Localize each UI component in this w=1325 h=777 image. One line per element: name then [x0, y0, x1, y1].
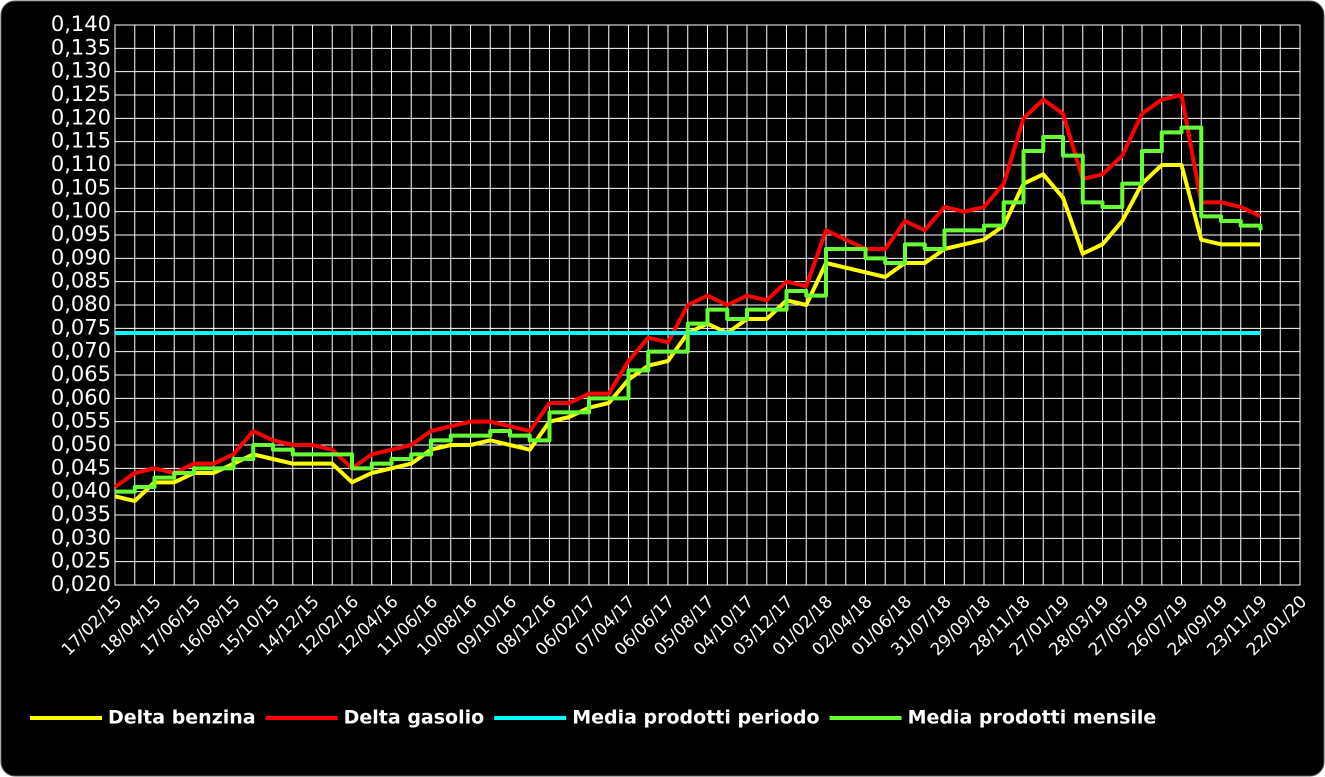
y-tick-label: 0,060 [51, 385, 111, 409]
legend-label: Media prodotti periodo [572, 707, 819, 729]
y-tick-label: 0,050 [51, 432, 111, 456]
y-tick-label: 0,085 [51, 269, 111, 293]
y-tick-label: 0,100 [51, 199, 111, 223]
y-tick-label: 0,095 [51, 222, 111, 246]
y-tick-label: 0,065 [51, 362, 111, 386]
y-tick-label: 0,105 [51, 175, 111, 199]
y-tick-label: 0,030 [51, 525, 111, 549]
y-tick-label: 0,110 [51, 152, 111, 176]
y-tick-label: 0,120 [51, 105, 111, 129]
y-tick-label: 0,035 [51, 502, 111, 526]
legend-label: Delta gasolio [344, 707, 485, 729]
y-tick-label: 0,140 [51, 12, 111, 36]
y-tick-label: 0,040 [51, 479, 111, 503]
y-tick-label: 0,135 [51, 35, 111, 59]
series-line [115, 125, 1263, 494]
y-tick-label: 0,025 [51, 549, 111, 573]
y-tick-label: 0,045 [51, 455, 111, 479]
y-tick-label: 0,115 [51, 129, 111, 153]
y-tick-label: 0,090 [51, 245, 111, 269]
series-line [113, 93, 1262, 489]
y-tick-label: 0,080 [51, 292, 111, 316]
y-tick-label: 0,070 [51, 339, 111, 363]
y-tick-label: 0,075 [51, 315, 111, 339]
y-tick-label: 0,125 [51, 82, 111, 106]
y-tick-label: 0,055 [51, 409, 111, 433]
y-tick-label: 0,130 [51, 59, 111, 83]
y-tick-label: 0,020 [51, 572, 111, 596]
legend-label: Delta benzina [108, 707, 256, 729]
legend-label: Media prodotti mensile [908, 707, 1157, 729]
